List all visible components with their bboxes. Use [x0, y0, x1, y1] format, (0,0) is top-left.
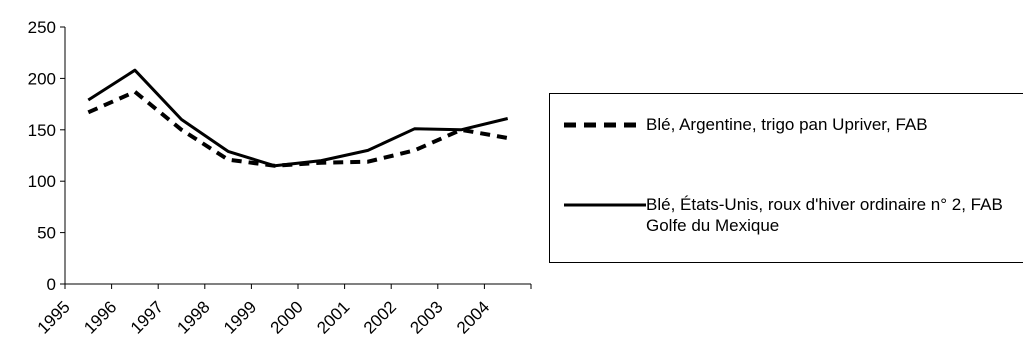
x-tick-label: 2004	[453, 297, 493, 337]
x-tick-labels: 1995 1996 1997 1998 1999 2000 2001 2002 2003 2004	[34, 297, 494, 337]
y-tick-label: 200	[28, 69, 56, 88]
x-tick-label: 1995	[34, 297, 74, 337]
x-tick-label: 1999	[220, 297, 260, 337]
x-tick-label: 1997	[127, 297, 167, 337]
y-tick-label: 0	[47, 275, 56, 294]
legend: Blé, Argentine, trigo pan Upriver, FAB B…	[549, 93, 1023, 263]
y-tick-label: 100	[28, 172, 56, 191]
series-lines	[87, 68, 509, 168]
y-tick-label: 250	[28, 18, 56, 37]
y-tick-label: 150	[28, 121, 56, 140]
legend-label-usa: Blé, États-Unis, roux d'hiver ordinaire …	[646, 195, 1003, 235]
x-tick-label: 1996	[80, 297, 120, 337]
legend-item-argentina: Blé, Argentine, trigo pan Upriver, FAB	[550, 114, 1023, 144]
x-tick-label: 1998	[173, 297, 213, 337]
legend-swatch-solid	[564, 203, 646, 207]
legend-item-usa: Blé, États-Unis, roux d'hiver ordinaire …	[550, 194, 1023, 244]
legend-label-argentina: Blé, Argentine, trigo pan Upriver, FAB	[646, 115, 928, 134]
x-tick-label: 2001	[313, 297, 353, 337]
chart-axes	[60, 26, 532, 289]
x-tick-label: 2002	[360, 297, 400, 337]
y-tick-labels: 0 50 100 150 200 250	[28, 18, 56, 294]
y-tick-label: 50	[37, 224, 56, 243]
series-line-argentina	[87, 89, 509, 168]
x-tick-label: 2000	[267, 297, 307, 337]
x-tick-label: 2003	[406, 297, 446, 337]
series-line-usa	[87, 68, 509, 168]
legend-swatch-dashed	[564, 122, 644, 128]
